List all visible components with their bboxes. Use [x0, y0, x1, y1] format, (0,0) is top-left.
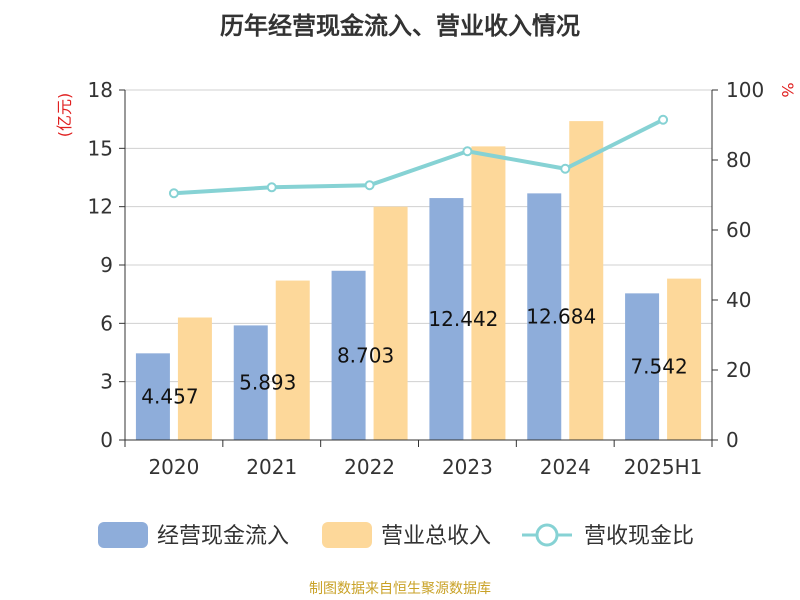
data-label-cash-inflow: 12.442	[428, 307, 498, 331]
legend-label-cash-inflow: 经营现金流入	[157, 524, 289, 549]
data-label-cash-inflow: 8.703	[337, 343, 394, 367]
bars-layer	[135, 121, 702, 440]
data-label-cash-inflow: 7.542	[630, 355, 687, 379]
bar-revenue	[471, 146, 506, 440]
x-tick-label: 2025H1	[624, 455, 703, 479]
bar-revenue	[177, 317, 212, 440]
source-note: 制图数据来自恒生聚源数据库	[309, 581, 491, 597]
x-tick-label: 2024	[540, 455, 591, 479]
line-point	[462, 146, 473, 157]
bar-revenue	[667, 278, 702, 440]
line-point	[560, 163, 571, 174]
data-label-cash-inflow: 5.893	[239, 371, 296, 395]
y-left-tick-label: 12	[88, 195, 113, 219]
y-right-tick-label: 20	[726, 358, 751, 382]
axes-layer: 0 3 6 9 12 15 18 0 20 40 60 80 100 (亿元)% 2020 2021 2022 2…	[55, 78, 797, 479]
legend-label-revenue: 营业总收入	[381, 524, 491, 549]
y-left-tick-label: 9	[100, 253, 113, 277]
y-left-tick-label: 18	[88, 78, 113, 102]
line-revenue-cash-ratio	[173, 117, 664, 196]
data-label-cash-inflow: 12.684	[526, 305, 596, 329]
bar-revenue	[373, 206, 408, 440]
line-point	[364, 180, 375, 191]
x-tick-label: 2020	[148, 455, 199, 479]
labels-layer: 4.457 5.893 8.703 12.442 12.684 7.542	[141, 305, 687, 409]
bar-revenue	[275, 280, 310, 440]
bar-cash-inflow	[527, 193, 562, 440]
y-right-tick-label: 100	[726, 78, 764, 102]
legend-label-ratio: 营收现金比	[584, 524, 694, 549]
line-point	[658, 114, 669, 125]
legend: 经营现金流入 营业总收入 营收现金比	[98, 522, 694, 549]
y-right-tick-label: 0	[726, 428, 739, 452]
line-point	[168, 188, 179, 199]
legend-swatch-ratio-marker	[535, 523, 559, 547]
y-right-tick-label: 80	[726, 148, 751, 172]
y-left-tick-label: 3	[100, 370, 113, 394]
bar-cash-inflow	[135, 353, 170, 440]
line-point	[266, 182, 277, 193]
y-left-tick-label: 15	[88, 136, 113, 160]
legend-swatch-cash-inflow	[98, 522, 148, 548]
bar-cash-inflow	[429, 198, 464, 440]
bar-cash-inflow	[625, 293, 660, 440]
chart-title: 历年经营现金流入、营业收入情况	[220, 12, 580, 40]
bar-cash-inflow	[331, 270, 366, 440]
grid-layer	[125, 89, 712, 383]
legend-swatch-revenue	[322, 522, 372, 548]
y-left-tick-label: 6	[100, 311, 113, 335]
y-right-unit: %	[778, 82, 797, 97]
y-right-tick-label: 40	[726, 288, 751, 312]
bar-revenue	[569, 121, 604, 440]
y-left-tick-label: 0	[100, 428, 113, 452]
line-layer	[168, 114, 669, 199]
y-right-tick-label: 60	[726, 218, 751, 242]
x-tick-label: 2022	[344, 455, 395, 479]
bar-cash-inflow	[233, 325, 268, 440]
data-label-cash-inflow: 4.457	[141, 385, 198, 409]
x-tick-label: 2023	[442, 455, 493, 479]
y-left-unit: (亿元)	[55, 93, 74, 138]
x-tick-label: 2021	[246, 455, 297, 479]
